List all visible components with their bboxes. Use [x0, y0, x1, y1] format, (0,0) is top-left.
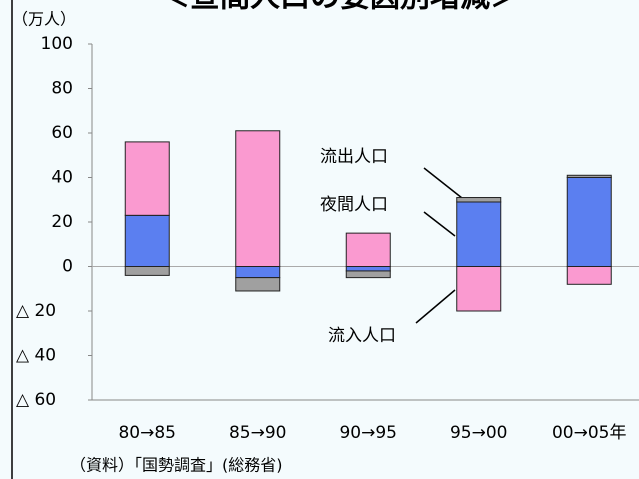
y-tick-label: 100 — [41, 34, 73, 54]
bar-segment — [566, 174, 612, 178]
y-tick-label: △ 60 — [16, 390, 56, 410]
y-tick-label: 80 — [51, 79, 73, 99]
bar-segment — [566, 266, 612, 285]
y-tick-label: 40 — [51, 168, 73, 188]
bar-segment — [345, 266, 391, 272]
x-tick-label: 90→95 — [339, 423, 397, 443]
bar-segment — [345, 232, 391, 267]
leader-line — [415, 289, 456, 324]
source: （資料）「国勢調査」(総務省) — [70, 456, 283, 475]
bar-segment — [566, 177, 612, 267]
x-tick-label: 80→85 — [118, 423, 176, 443]
y-tick-label: 0 — [62, 257, 73, 277]
y-tick-label: △ 40 — [16, 346, 56, 366]
bar-segment — [456, 266, 502, 312]
bar-segment — [456, 197, 502, 203]
annotation: 流入人口 — [328, 326, 396, 346]
y-tick-label: 20 — [51, 212, 73, 232]
bar-segment — [124, 141, 170, 216]
annotation: 夜間人口 — [320, 195, 388, 215]
x-tick-label: 85→90 — [229, 423, 287, 443]
bar-segment — [235, 130, 281, 267]
bar-segment — [235, 277, 281, 292]
y-tick-label: 60 — [51, 123, 73, 143]
bar-segment — [456, 201, 502, 268]
x-tick-label: 00→05年 — [552, 423, 627, 443]
leader-line — [423, 167, 463, 199]
y-axis-label: （万人） — [12, 10, 76, 29]
x-tick-label: 95→00 — [450, 423, 508, 443]
bar-segment — [124, 266, 170, 276]
chart-title: ＜昼間人口の要因別増減＞ — [160, 0, 520, 15]
y-tick-label: △ 20 — [16, 301, 56, 321]
bar-segment — [235, 266, 281, 279]
bar-segment — [345, 270, 391, 279]
annotation: 流出人口 — [320, 147, 388, 167]
bar-segment — [124, 214, 170, 267]
leader-line — [423, 211, 456, 237]
